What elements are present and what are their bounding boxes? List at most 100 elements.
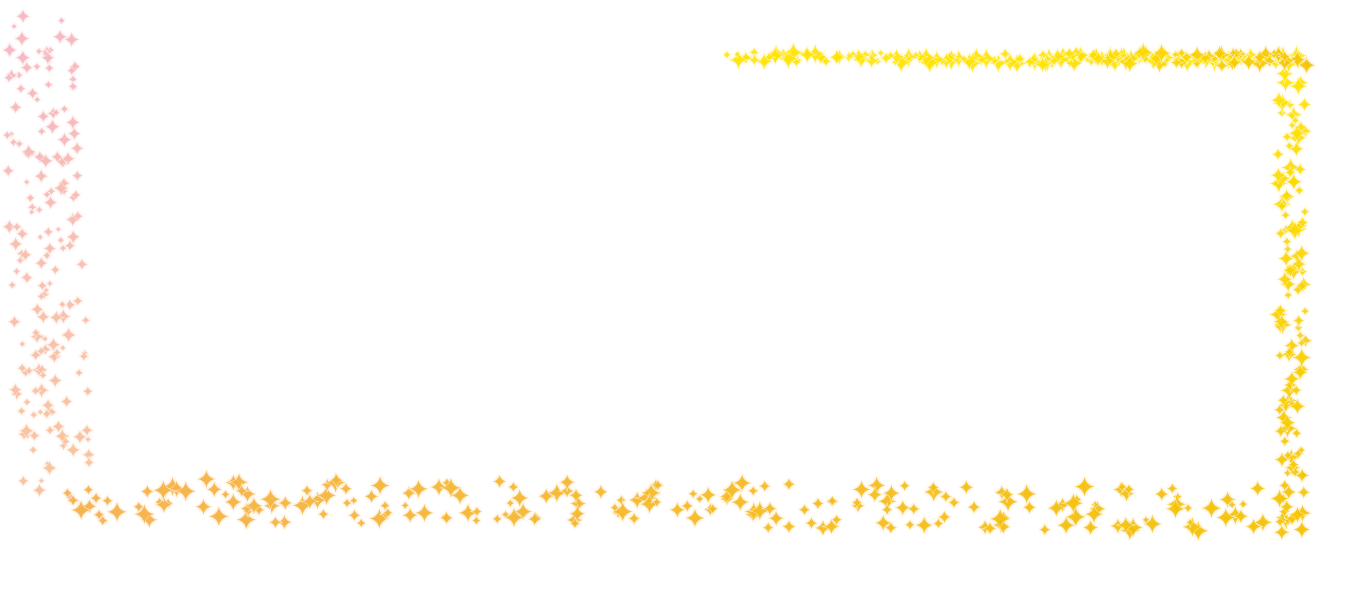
- sparkle-icon: [64, 228, 82, 246]
- sparkle-icon: [998, 486, 1016, 503]
- sparkle-icon: [9, 22, 19, 31]
- sparkle-icon: [92, 507, 106, 522]
- sparkle-icon: [449, 484, 471, 507]
- sparkle-icon: [1140, 514, 1152, 525]
- sparkle-icon: [43, 117, 62, 136]
- sparkle-icon: [43, 62, 56, 74]
- sparkle-icon: [14, 138, 25, 150]
- sparkle-icon: [732, 49, 742, 59]
- sparkle-icon: [982, 520, 998, 537]
- sparkle-icon: [6, 279, 18, 291]
- sparkle-icon: [60, 435, 72, 447]
- sparkle-icon: [1296, 484, 1312, 500]
- sparkle-icon: [2, 71, 16, 84]
- sparkle-icon: [1179, 49, 1195, 65]
- sparkle-icon: [558, 473, 577, 492]
- sparkle-icon: [698, 485, 718, 505]
- sparkle-icon: [1272, 523, 1291, 542]
- sparkle-icon: [54, 225, 63, 234]
- sparkle-icon: [727, 49, 750, 71]
- sparkle-icon: [89, 491, 104, 506]
- sparkle-icon: [491, 512, 504, 526]
- sparkle-icon: [399, 500, 411, 511]
- sparkle-icon: [1251, 49, 1268, 66]
- sparkle-icon: [17, 421, 36, 440]
- sparkle-icon: [13, 48, 32, 67]
- sparkle-icon: [1291, 313, 1306, 328]
- sparkle-icon: [1175, 47, 1188, 59]
- sparkle-icon: [59, 394, 74, 409]
- sparkle-icon: [28, 347, 43, 363]
- sparkle-icon: [509, 487, 531, 509]
- sparkle-icon: [234, 483, 250, 499]
- sparkle-icon: [57, 299, 68, 310]
- sparkle-icon: [19, 60, 35, 76]
- sparkle-icon: [470, 514, 483, 527]
- sparkle-icon: [1061, 491, 1085, 515]
- sparkle-icon: [1273, 423, 1289, 439]
- sparkle-icon: [21, 397, 33, 408]
- sparkle-icon: [40, 50, 56, 66]
- sparkle-icon: [1116, 515, 1136, 535]
- sparkle-icon: [931, 517, 945, 531]
- sparkle-icon: [27, 207, 36, 217]
- sparkle-icon: [328, 472, 345, 489]
- sparkle-icon: [1013, 51, 1027, 66]
- sparkle-icon: [502, 505, 526, 530]
- sparkle-icon: [746, 484, 760, 498]
- sparkle-icon: [966, 499, 982, 516]
- sparkle-icon: [1287, 140, 1306, 158]
- sparkle-icon: [994, 518, 1012, 536]
- sparkle-icon: [1239, 52, 1258, 72]
- sparkle-icon: [46, 406, 58, 418]
- sparkle-icon: [205, 480, 224, 499]
- sparkle-icon: [80, 497, 99, 515]
- sparkle-icon: [668, 500, 687, 519]
- sparkle-icon: [1064, 53, 1084, 74]
- sparkle-icon: [7, 235, 25, 253]
- sparkle-icon: [1037, 522, 1052, 537]
- sparkle-icon: [1276, 392, 1291, 408]
- sparkle-icon: [1181, 515, 1204, 539]
- sparkle-icon: [762, 50, 776, 64]
- sparkle-icon: [1294, 330, 1306, 341]
- sparkle-icon: [207, 504, 231, 528]
- sparkle-icon: [438, 510, 455, 526]
- sparkle-icon: [71, 209, 85, 223]
- sparkle-icon: [81, 483, 95, 497]
- sparkle-icon: [526, 511, 543, 528]
- sparkle-icon: [300, 492, 319, 511]
- sparkle-icon: [1217, 489, 1238, 510]
- sparkle-icon: [1274, 63, 1295, 84]
- sparkle-icon: [348, 495, 360, 506]
- sparkle-icon: [32, 167, 50, 185]
- sparkle-icon: [67, 59, 83, 74]
- sparkle-icon: [1288, 465, 1302, 479]
- sparkle-icon: [1276, 249, 1296, 268]
- sparkle-icon: [4, 67, 19, 82]
- sparkle-icon: [1286, 457, 1301, 472]
- sparkle-icon: [1182, 502, 1194, 514]
- sparkle-icon: [15, 255, 26, 266]
- sparkle-icon: [381, 506, 394, 519]
- sparkle-icon: [1047, 54, 1061, 68]
- sparkle-icon: [36, 279, 49, 292]
- sparkle-icon: [79, 423, 95, 438]
- sparkle-icon: [1268, 487, 1291, 510]
- sparkle-icon: [1282, 336, 1301, 355]
- sparkle-icon: [1290, 346, 1313, 369]
- sparkle-icon: [338, 481, 354, 497]
- sparkle-icon: [879, 50, 894, 66]
- sparkle-icon: [898, 479, 912, 493]
- sparkle-icon: [1292, 243, 1312, 263]
- sparkle-icon: [71, 428, 89, 446]
- sparkle-icon: [57, 439, 70, 452]
- sparkle-icon: [267, 514, 283, 530]
- sparkle-icon: [1273, 515, 1287, 529]
- sparkle-icon: [67, 80, 79, 93]
- sparkle-icon: [0, 41, 19, 59]
- sparkle-icon: [767, 509, 786, 528]
- sparkle-icon: [105, 500, 129, 524]
- sparkle-icon: [1283, 165, 1297, 180]
- sparkle-icon: [1282, 289, 1294, 301]
